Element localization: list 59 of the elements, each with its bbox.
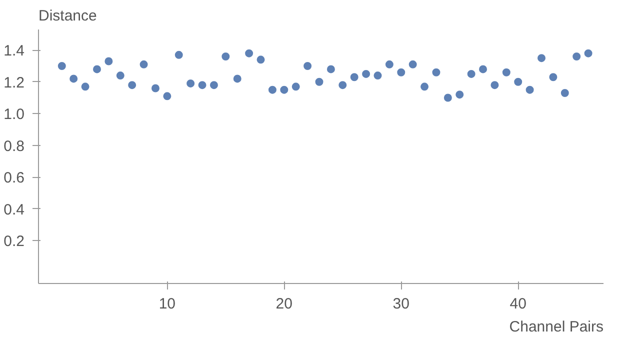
- point: [338, 81, 347, 90]
- point: [163, 92, 172, 100]
- point: [128, 81, 136, 90]
- point: [70, 74, 78, 83]
- point: [116, 72, 124, 80]
- y-tick-label: 0.4: [4, 201, 25, 218]
- point: [81, 82, 90, 91]
- point: [245, 49, 254, 58]
- point: [58, 62, 66, 70]
- x-tick-label: 40: [510, 296, 526, 312]
- point: [408, 60, 417, 68]
- point: [233, 74, 242, 83]
- point: [467, 70, 476, 78]
- x-tick-label: 20: [276, 296, 292, 312]
- point: [210, 81, 218, 90]
- point: [502, 68, 510, 76]
- point: [526, 86, 534, 94]
- point: [350, 73, 358, 82]
- point: [572, 52, 581, 60]
- point: [198, 81, 206, 90]
- y-tick-label: 1.4: [4, 42, 25, 60]
- point: [92, 65, 101, 74]
- point: [268, 86, 276, 94]
- point: [456, 90, 464, 99]
- point: [584, 49, 592, 58]
- x-axis-title: Channel Pairs: [509, 318, 604, 336]
- y-tick-label: 1.0: [4, 106, 25, 124]
- point: [151, 84, 160, 92]
- point: [186, 79, 195, 88]
- point: [174, 50, 183, 59]
- point: [432, 68, 440, 76]
- point: [304, 62, 312, 70]
- point: [514, 78, 522, 86]
- y-axis-title: Distance: [38, 8, 97, 24]
- y-tick-label: 1.2: [4, 74, 25, 92]
- point: [397, 68, 406, 76]
- point: [490, 81, 499, 90]
- point: [222, 52, 230, 60]
- point: [385, 60, 394, 68]
- point: [549, 73, 558, 82]
- point: [479, 65, 488, 74]
- point: [538, 54, 546, 62]
- point: [420, 82, 429, 91]
- y-tick-label: 0.8: [4, 138, 25, 155]
- point: [374, 72, 382, 80]
- y-tick-label: 0.2: [4, 233, 25, 250]
- x-tick-label: 10: [158, 296, 176, 312]
- point: [292, 82, 300, 91]
- x-tick-label: 30: [392, 296, 410, 312]
- point: [444, 94, 452, 102]
- y-tick-label: 0.6: [4, 170, 25, 187]
- point: [326, 65, 335, 74]
- point: [140, 60, 148, 68]
- point: [280, 86, 288, 94]
- point: [362, 70, 370, 78]
- point: [315, 78, 324, 86]
- point: [560, 89, 569, 97]
- point: [256, 56, 265, 64]
- point: [104, 57, 113, 66]
